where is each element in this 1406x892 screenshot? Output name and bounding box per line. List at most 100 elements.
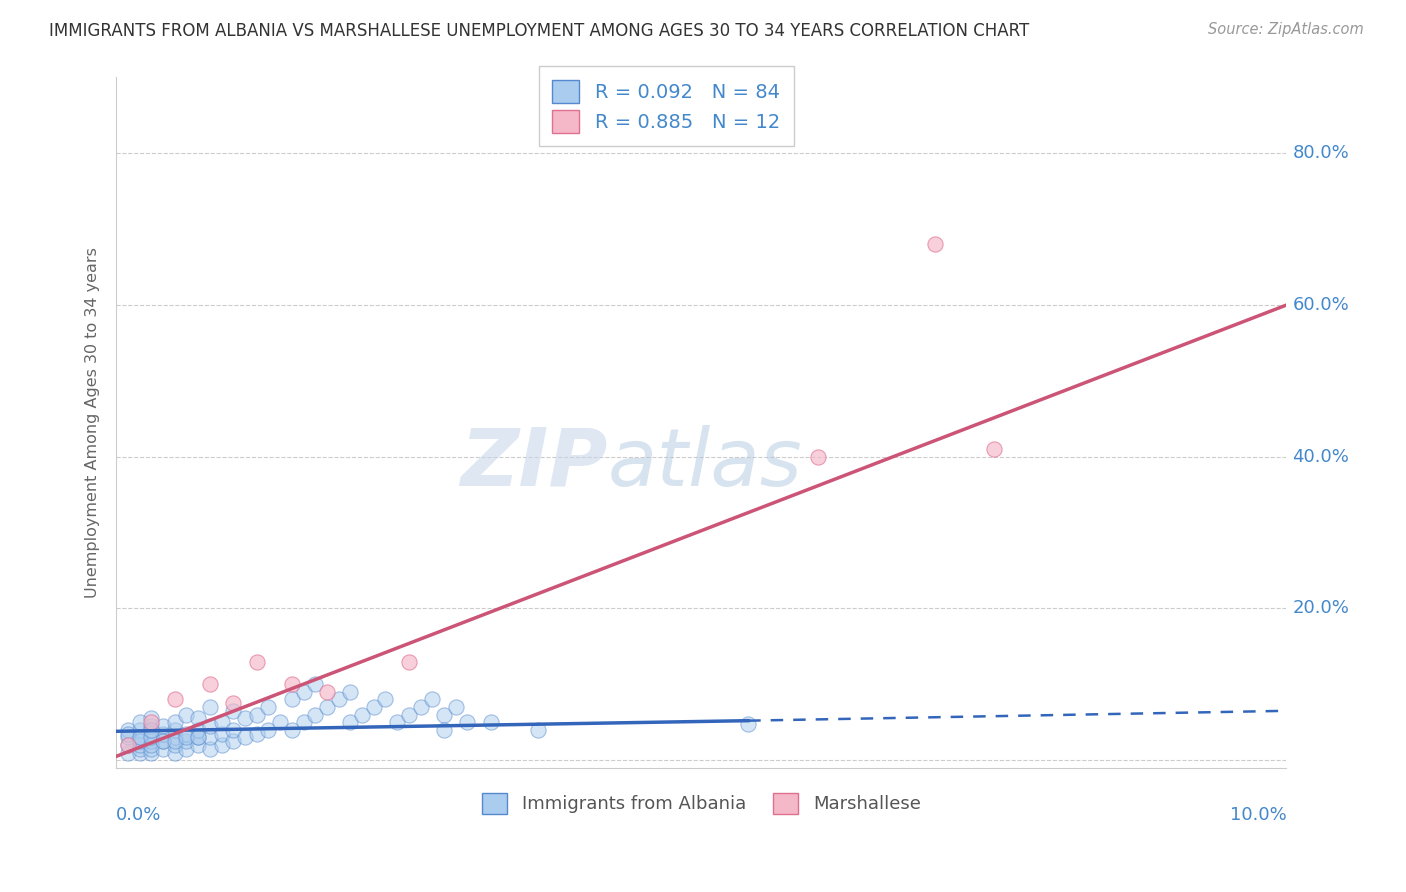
Point [117, 731, 139, 745]
Point [246, 655, 269, 669]
Point [141, 734, 163, 748]
Point [420, 692, 443, 706]
Point [128, 738, 150, 752]
Text: 40.0%: 40.0% [1292, 448, 1350, 466]
Point [163, 723, 186, 737]
Point [141, 741, 163, 756]
Point [152, 734, 174, 748]
Text: ZIP: ZIP [460, 425, 607, 503]
Point [152, 719, 174, 733]
Point [924, 237, 946, 252]
Y-axis label: Unemployment Among Ages 30 to 34 years: Unemployment Among Ages 30 to 34 years [86, 247, 100, 598]
Point [350, 707, 373, 722]
Point [198, 719, 221, 733]
Point [198, 677, 221, 691]
Point [444, 700, 467, 714]
Point [222, 734, 245, 748]
Point [128, 746, 150, 760]
Point [292, 685, 315, 699]
Point [233, 731, 256, 745]
Point [187, 731, 209, 745]
Point [328, 692, 350, 706]
Point [983, 442, 1005, 456]
Point [152, 734, 174, 748]
Point [141, 711, 163, 725]
Text: atlas: atlas [607, 425, 803, 503]
Point [163, 746, 186, 760]
Point [152, 726, 174, 740]
Point [807, 450, 830, 464]
Point [479, 715, 502, 730]
Text: 0.0%: 0.0% [117, 805, 162, 823]
Point [187, 723, 209, 737]
Point [187, 738, 209, 752]
Point [117, 723, 139, 737]
Point [233, 711, 256, 725]
Point [433, 723, 456, 737]
Point [141, 726, 163, 740]
Point [163, 731, 186, 745]
Point [128, 715, 150, 730]
Point [222, 723, 245, 737]
Point [737, 716, 759, 731]
Point [409, 700, 432, 714]
Point [176, 726, 198, 740]
Point [257, 723, 280, 737]
Point [187, 731, 209, 745]
Point [281, 692, 304, 706]
Point [176, 741, 198, 756]
Point [374, 692, 396, 706]
Text: 20.0%: 20.0% [1292, 599, 1350, 617]
Point [117, 738, 139, 752]
Point [211, 738, 233, 752]
Text: IMMIGRANTS FROM ALBANIA VS MARSHALLESE UNEMPLOYMENT AMONG AGES 30 TO 34 YEARS CO: IMMIGRANTS FROM ALBANIA VS MARSHALLESE U… [49, 22, 1029, 40]
Point [163, 715, 186, 730]
Point [141, 719, 163, 733]
Text: 60.0%: 60.0% [1292, 296, 1350, 314]
Point [304, 707, 326, 722]
Point [211, 726, 233, 740]
Point [117, 746, 139, 760]
Point [198, 731, 221, 745]
Text: Source: ZipAtlas.com: Source: ZipAtlas.com [1208, 22, 1364, 37]
Point [128, 734, 150, 748]
Point [211, 715, 233, 730]
Point [176, 734, 198, 748]
Point [292, 715, 315, 730]
Point [163, 692, 186, 706]
Point [163, 738, 186, 752]
Point [141, 715, 163, 730]
Point [128, 731, 150, 745]
Point [269, 715, 291, 730]
Point [141, 731, 163, 745]
Point [187, 711, 209, 725]
Point [141, 738, 163, 752]
Point [339, 715, 361, 730]
Point [141, 746, 163, 760]
Point [281, 723, 304, 737]
Point [316, 700, 339, 714]
Point [128, 741, 150, 756]
Point [398, 707, 420, 722]
Point [304, 677, 326, 691]
Text: 80.0%: 80.0% [1292, 145, 1350, 162]
Point [385, 715, 408, 730]
Point [163, 734, 186, 748]
Point [141, 723, 163, 737]
Text: 10.0%: 10.0% [1230, 805, 1286, 823]
Point [152, 741, 174, 756]
Point [316, 685, 339, 699]
Point [398, 655, 420, 669]
Point [198, 700, 221, 714]
Point [456, 715, 478, 730]
Point [281, 677, 304, 691]
Point [526, 723, 548, 737]
Point [257, 700, 280, 714]
Point [128, 731, 150, 745]
Point [176, 707, 198, 722]
Point [363, 700, 385, 714]
Point [339, 685, 361, 699]
Point [222, 696, 245, 710]
Point [176, 731, 198, 745]
Point [246, 707, 269, 722]
